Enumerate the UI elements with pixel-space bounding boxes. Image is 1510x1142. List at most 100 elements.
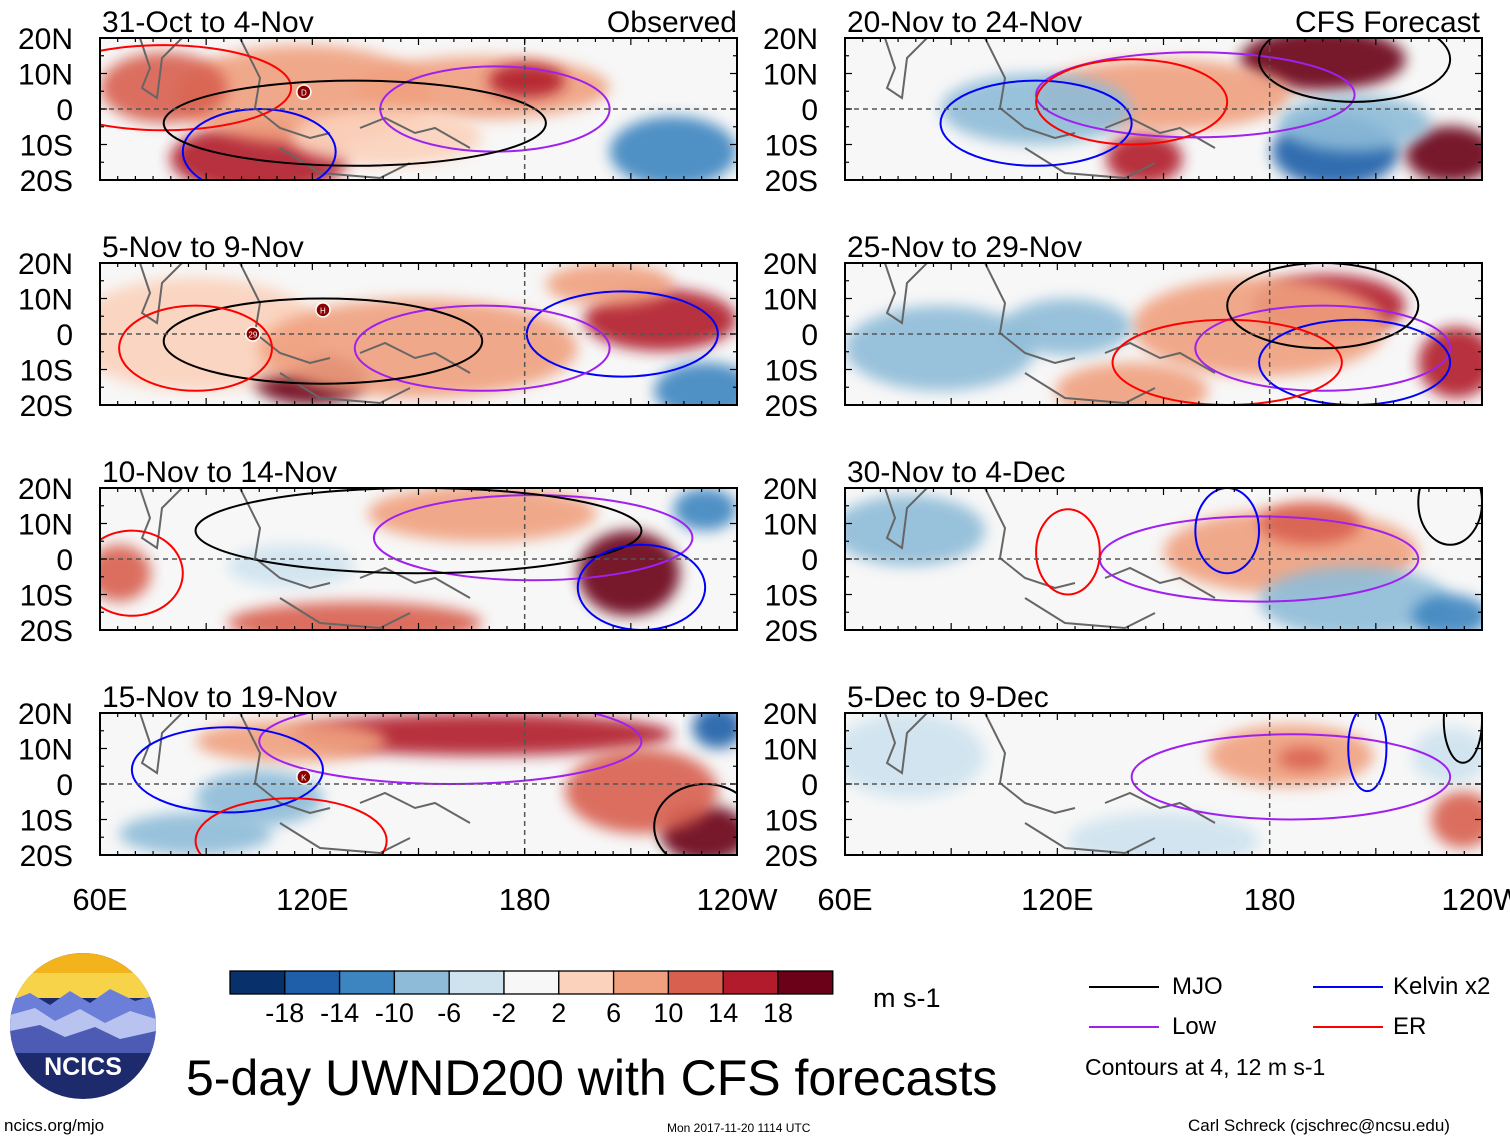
anomaly-field <box>119 812 272 855</box>
y-tick-label: 10S <box>765 805 818 838</box>
coastline <box>1104 566 1216 599</box>
coastline <box>139 713 183 775</box>
anomaly-field <box>845 713 986 799</box>
anomaly-field <box>291 713 674 756</box>
coastline <box>279 822 411 855</box>
y-tick-label: 20S <box>765 840 818 873</box>
coastline <box>279 597 411 630</box>
y-tick-label: 10S <box>20 355 73 388</box>
coastline <box>279 372 411 405</box>
wave-contour <box>1035 58 1229 146</box>
y-tick-label: 10S <box>20 580 73 613</box>
coastline <box>884 713 928 775</box>
y-tick-label: 0 <box>56 319 73 352</box>
colorbar-cell <box>612 970 670 995</box>
anomaly-field <box>100 52 228 124</box>
storm-marker: 29 <box>245 326 261 342</box>
coastline <box>239 488 331 590</box>
anomaly-field <box>845 495 986 567</box>
wave-contour <box>1194 304 1452 392</box>
y-tick-label: 10S <box>765 355 818 388</box>
footer-credit: Carl Schreck (cjschrec@ncsu.edu) <box>1188 1116 1450 1135</box>
contour-note: Contours at 4, 12 m s-1 <box>1085 1054 1326 1080</box>
footer-timestamp: Mon 2017-11-20 1114 UTC <box>667 1121 811 1135</box>
y-tick-label: 10S <box>765 580 818 613</box>
legend-mjo-line <box>1089 986 1159 988</box>
y-tick-label: 10N <box>763 284 818 317</box>
wave-contour <box>1035 508 1101 596</box>
y-tick-label: 10N <box>763 59 818 92</box>
coastline <box>1024 372 1156 405</box>
y-tick-label: 20N <box>18 248 73 281</box>
legend-low-label: Low <box>1172 1013 1217 1040</box>
forecast-heading: CFS Forecast <box>1295 6 1481 39</box>
anomaly-field <box>577 530 680 616</box>
x-tick-label: 180 <box>499 882 551 917</box>
colorbar-units: m s-1 <box>873 983 941 1013</box>
coastline <box>1024 822 1156 855</box>
panel-date-label: 30-Nov to 4-Dec <box>847 456 1065 489</box>
y-tick-label: 0 <box>56 94 73 127</box>
ncics-logo: NCICS <box>10 953 156 1099</box>
y-tick-label: 10N <box>18 59 73 92</box>
storm-marker: D <box>296 84 312 100</box>
coastline <box>984 488 1076 590</box>
y-tick-label: 10S <box>20 130 73 163</box>
wave-contour <box>1442 713 1482 764</box>
x-tick-label: 120E <box>276 882 348 917</box>
anomaly-field <box>1259 566 1451 630</box>
x-tick-label: 180 <box>1244 882 1296 917</box>
colorbar-cell <box>503 970 560 995</box>
panel-date-label: 15-Nov to 19-Nov <box>102 681 337 714</box>
y-tick-label: 20N <box>18 23 73 56</box>
coastline <box>139 38 183 100</box>
observed-heading: Observed <box>607 6 737 39</box>
wave-contour <box>181 108 337 180</box>
anomaly-field <box>1278 747 1330 770</box>
x-tick-label: 120W <box>1442 882 1510 917</box>
y-tick-label: 0 <box>56 544 73 577</box>
coastline <box>1024 147 1156 180</box>
coastline <box>239 713 331 815</box>
legend-kelvin-line <box>1313 986 1383 988</box>
panel-date-label: 10-Nov to 14-Nov <box>102 456 337 489</box>
y-tick-label: 20N <box>763 473 818 506</box>
colorbar-cell <box>284 970 341 995</box>
footer-url: ncics.org/mjo <box>4 1116 105 1135</box>
panel-date-label: 31-Oct to 4-Nov <box>102 6 314 39</box>
colorbar-cell <box>558 970 615 995</box>
wave-contour <box>939 79 1133 167</box>
wave-contour <box>1194 488 1261 575</box>
y-tick-label: 10N <box>18 509 73 542</box>
colorbar-tick-label: -18 <box>265 998 304 1028</box>
wave-contour <box>194 797 388 855</box>
panel-date-label: 25-Nov to 29-Nov <box>847 231 1082 264</box>
colorbar-cell <box>777 970 834 995</box>
y-tick-label: 0 <box>801 544 818 577</box>
colorbar-tick-label: 6 <box>606 998 621 1028</box>
y-tick-label: 20N <box>18 473 73 506</box>
colorbar-tick-label: -10 <box>375 998 414 1028</box>
anomaly-field <box>1431 791 1482 848</box>
colorbar-cell <box>722 970 779 995</box>
y-tick-label: 0 <box>801 319 818 352</box>
wave-contour <box>1130 733 1452 821</box>
coastline <box>884 488 928 550</box>
coastline <box>984 38 1076 140</box>
anomaly-field <box>692 713 737 749</box>
chart-title: 5-day UWND200 with CFS forecasts <box>186 1050 998 1106</box>
anomaly-field <box>259 298 578 398</box>
wave-contour <box>372 494 694 582</box>
wave-contour <box>1035 51 1356 139</box>
anomaly-field <box>1239 38 1406 91</box>
y-tick-label: 10N <box>763 509 818 542</box>
anomaly-field <box>195 720 387 763</box>
y-tick-label: 20S <box>20 840 73 873</box>
anomaly-field <box>1405 126 1482 180</box>
y-tick-label: 10S <box>765 130 818 163</box>
